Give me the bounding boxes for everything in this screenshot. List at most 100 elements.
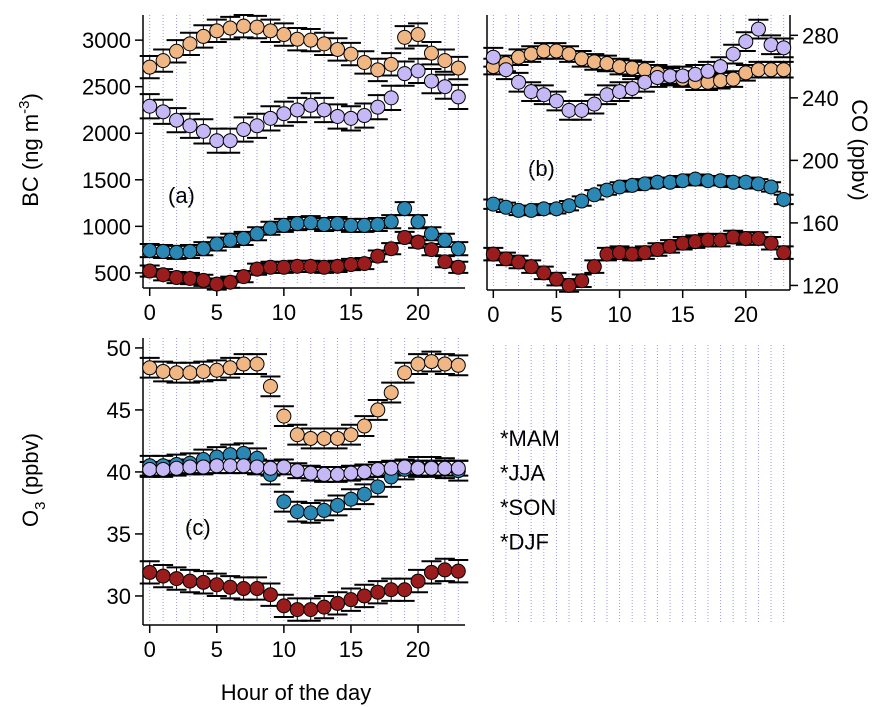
data-point [649,174,665,190]
data-point [316,502,332,518]
data-point [763,235,779,251]
data-point [249,118,265,134]
data-point [599,182,615,198]
data-point [624,80,640,96]
data-point [289,427,305,443]
data-point [410,460,426,476]
data-point [262,23,278,39]
data-point [209,23,225,39]
data-point [330,497,346,513]
data-point [586,259,602,275]
data-point [637,74,653,90]
data-point [236,356,252,372]
data-point [548,93,564,109]
data-point [397,29,413,45]
data-point [612,179,628,195]
y-tick-label: 2500 [82,75,131,100]
data-point [343,46,359,62]
data-point [370,99,386,115]
data-point [536,201,552,217]
data-point [725,229,741,245]
data-point [410,27,426,43]
data-point [637,245,653,261]
data-point [276,27,292,43]
data-point [437,254,453,270]
data-point [599,55,615,71]
data-point [209,458,225,474]
data-point [236,581,252,597]
data-point [687,66,703,82]
data-point [316,216,332,232]
data-point [356,486,372,502]
data-point [713,173,729,189]
data-point [303,602,319,618]
data-point [222,360,238,376]
data-point [450,89,466,105]
data-point [330,466,346,482]
data-point [195,123,211,139]
data-point [450,357,466,373]
data-point [700,63,716,79]
x-tick-label: 20 [734,302,758,327]
data-point [343,465,359,481]
data-point [776,62,792,78]
data-point [750,62,766,78]
data-point [423,354,439,370]
data-point [236,18,252,34]
data-point [155,243,171,259]
data-point [410,214,426,230]
data-point [423,45,439,61]
x-tick-label: 20 [406,637,430,662]
data-point [249,261,265,277]
data-point [586,54,602,70]
data-point [195,28,211,44]
data-point [370,479,386,495]
data-point [397,459,413,475]
data-point [548,271,564,287]
data-point [343,110,359,126]
data-point [262,259,278,275]
data-point [330,595,346,611]
data-point [289,463,305,479]
data-point [498,62,514,78]
x-tick-label: 5 [550,302,562,327]
y-tick-label: 30 [107,584,131,609]
data-point [356,418,372,434]
y-tick-label: 240 [802,86,839,111]
data-point [289,504,305,520]
data-point [523,84,539,100]
x-tick-label: 15 [670,302,694,327]
data-point [303,97,319,113]
data-point [675,173,691,189]
data-point [249,581,265,597]
data-point [222,274,238,290]
y-axis-label: BC (ng m-3) [16,93,43,207]
data-point [236,445,252,461]
data-point [612,59,628,75]
data-point [276,408,292,424]
data-point [289,102,305,118]
data-point [574,51,590,67]
x-tick-label: 0 [144,637,156,662]
data-point [182,365,198,381]
data-point [561,198,577,214]
data-point [523,202,539,218]
data-point [142,59,158,75]
panel-label: (c) [185,515,211,540]
data-point [410,573,426,589]
data-point [249,226,265,242]
data-point [303,258,319,274]
data-point [276,217,292,233]
y-tick-label: 45 [107,398,131,423]
data-point [423,564,439,580]
y-label-part: O [18,510,43,527]
data-point [356,54,372,70]
panel-label: (a) [168,183,195,208]
data-point [262,110,278,126]
data-point [169,270,185,286]
y-tick-label: 3000 [82,28,131,53]
data-point [142,243,158,259]
data-point [155,104,171,120]
y-tick-label: 160 [802,211,839,236]
